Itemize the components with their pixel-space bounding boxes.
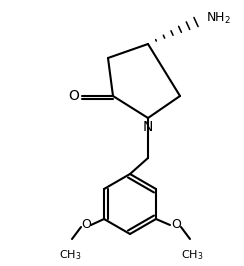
Text: NH$_2$: NH$_2$ (206, 10, 231, 26)
Text: O: O (171, 218, 181, 231)
Text: N: N (143, 120, 153, 134)
Text: O: O (69, 89, 80, 103)
Text: CH$_3$: CH$_3$ (181, 248, 203, 262)
Text: CH$_3$: CH$_3$ (59, 248, 81, 262)
Text: O: O (81, 218, 91, 231)
